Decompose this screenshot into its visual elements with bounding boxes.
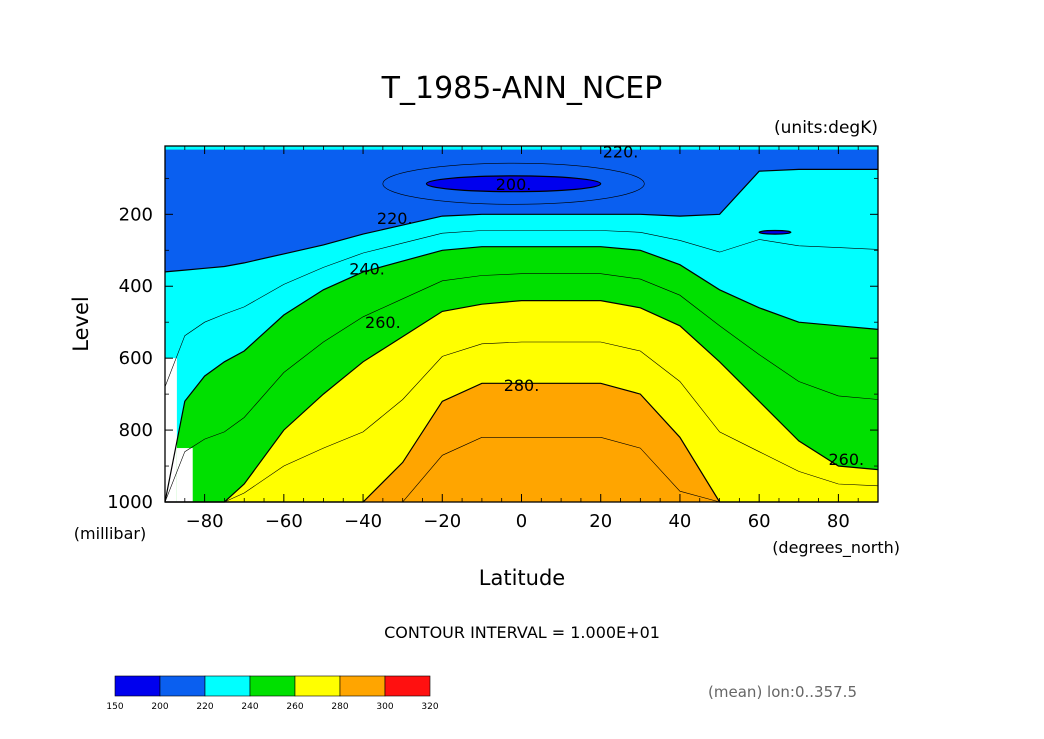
colorbar-swatch-0 [114,675,161,697]
x-tick-label-5: 20 [589,511,612,532]
x-axis: −80 −60 −40 −20 0 20 40 60 80 [184,146,859,532]
contour-label-1: 200. [496,175,532,194]
contour-label-2: 220. [377,209,413,228]
y-tick-label-0: 200 [119,204,153,225]
y-units-label: (millibar) [74,524,146,543]
contour-220 [164,168,878,273]
x-tick-label-2: −40 [344,511,382,532]
colorbar: 150 200 220 240 260 280 300 320 [106,675,439,712]
y-tick-label-2: 600 [119,348,153,369]
colorbar-tick-label-7: 320 [421,702,438,712]
x-tick-label-6: 40 [668,511,691,532]
contour-240 [164,246,879,503]
chart-title: T_1985-ANN_NCEP [381,71,663,106]
colorbar-tick-label-6: 300 [376,702,393,712]
contour-label-3: 240. [349,259,385,278]
y-axis-label: Level [69,296,93,351]
contour-label-6: 260. [828,450,864,469]
contour-label-5: 280. [504,376,540,395]
x-tick-label-7: 60 [748,511,771,532]
cold-core-0 [425,175,602,193]
colorbar-tick-label-1: 200 [151,702,168,712]
colorbar-swatch-2 [204,675,251,697]
contour-230 [164,230,879,388]
colorbar-tick-label-3: 240 [241,702,258,712]
contour-labels: 220. 200. 220. 240. 260. 280. 260. [349,142,864,469]
x-tick-label-0: −80 [186,511,224,532]
filled-contour-region [165,146,878,502]
colorbar-tick-label-2: 220 [196,702,213,712]
missing-data-region-1 [176,448,193,502]
units-label: (units:degK) [774,118,878,138]
contour-interval-label: CONTOUR INTERVAL = 1.000E+01 [384,623,660,642]
cold-core-1 [758,229,792,235]
colorbar-swatch-4 [294,675,341,697]
y-tick-label-3: 800 [119,420,153,441]
y-axis: 200 400 600 800 1000 [107,177,878,513]
colorbar-swatch-6 [384,675,431,697]
region-note: (mean) lon:0..357.5 [708,683,857,701]
contour-lines [164,162,879,503]
contour-260 [165,300,879,503]
contour-label-4: 260. [365,313,401,332]
y-tick-label-4: 1000 [107,492,153,513]
contour-250 [164,273,879,503]
colorbar-swatch-1 [159,675,206,697]
colorbar-swatch-5 [339,675,386,697]
colorbar-tick-label-5: 280 [331,702,348,712]
colorbar-swatch-3 [249,675,296,697]
x-tick-label-3: −20 [423,511,461,532]
band-280-300 [165,383,878,502]
x-units-label: (degrees_north) [772,538,900,558]
contour-label-0: 220. [603,142,639,161]
colorbar-tick-label-0: 150 [106,702,123,712]
contour-270 [165,341,879,503]
x-axis-label: Latitude [479,566,565,590]
x-tick-label-4: 0 [516,511,527,532]
x-tick-label-1: −60 [265,511,303,532]
contour-210 [382,162,645,205]
y-tick-label-1: 400 [119,276,153,297]
x-tick-label-8: 80 [827,511,850,532]
colorbar-tick-label-4: 260 [286,702,303,712]
